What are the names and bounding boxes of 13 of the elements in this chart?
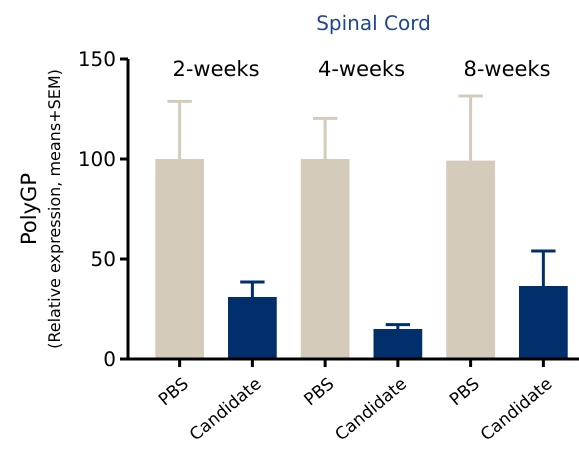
x-tick-label: PBS	[300, 374, 338, 410]
y-axis-title: PolyGP (Relative expression, means+SEM)	[17, 69, 64, 349]
chart-title: Spinal Cord	[316, 11, 431, 35]
annotation: 2-weeks	[172, 57, 260, 81]
y-tick-label: 100	[78, 147, 116, 171]
y-tick-label: 0	[103, 347, 116, 371]
annotation: 4-weeks	[318, 57, 406, 81]
x-tick-label: PBS	[446, 374, 484, 410]
y-tick-label: 50	[90, 247, 116, 271]
y-tick-label: 150	[78, 47, 116, 71]
annotation: 8-weeks	[463, 57, 551, 81]
bar	[374, 329, 422, 359]
x-tick-label: PBS	[155, 374, 193, 410]
